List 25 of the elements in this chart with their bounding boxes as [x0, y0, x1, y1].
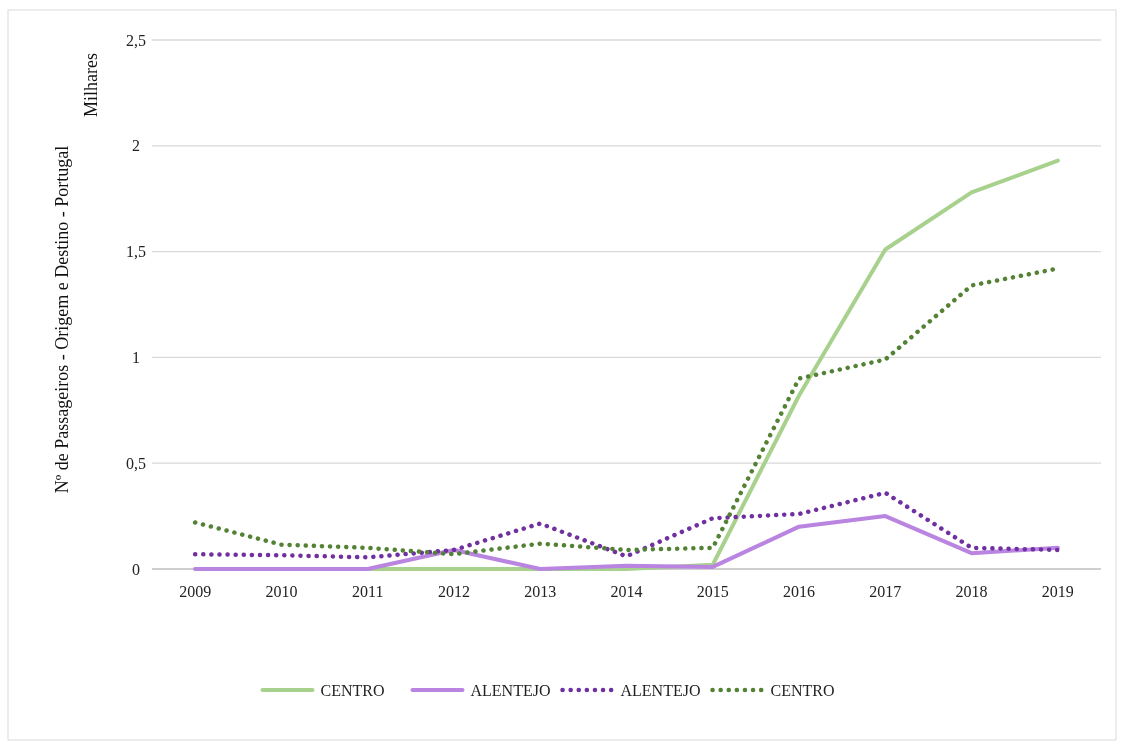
x-tick-label: 2011	[351, 583, 384, 600]
x-tick-label: 2009	[179, 583, 212, 600]
x-tick-label: 2017	[869, 583, 902, 600]
x-tick-label: 2012	[437, 583, 470, 600]
x-tick-label: 2016	[783, 583, 816, 600]
y-tick-label: 2	[132, 137, 140, 155]
y-tick-label: 1	[132, 349, 140, 366]
line-series	[192, 490, 1061, 560]
x-tick-label: 2018	[955, 583, 988, 600]
legend-label: CENTRO	[770, 681, 835, 699]
y-tick-label: 1,5	[126, 243, 146, 261]
x-tick-label: 2015	[696, 583, 729, 600]
x-tick-label: 2013	[524, 583, 557, 600]
legend-label: ALENTEJO	[470, 681, 551, 699]
x-tick-label: 2014	[610, 583, 643, 600]
line-series	[193, 514, 1060, 571]
legend-label: ALENTEJO	[620, 681, 701, 699]
x-tick-label: 2019	[1041, 583, 1074, 600]
legend-label: CENTRO	[320, 681, 385, 699]
text: Milhares	[81, 53, 101, 117]
x-tick-label: 2010	[265, 583, 298, 600]
y-tick-label: 2,5	[126, 31, 146, 49]
y-tick-label: 0	[132, 560, 140, 578]
y-axis-title: Nº de Passageiros - Origem e Destino - Portugal	[52, 145, 72, 494]
y-tick-label: 0,5	[126, 454, 146, 472]
